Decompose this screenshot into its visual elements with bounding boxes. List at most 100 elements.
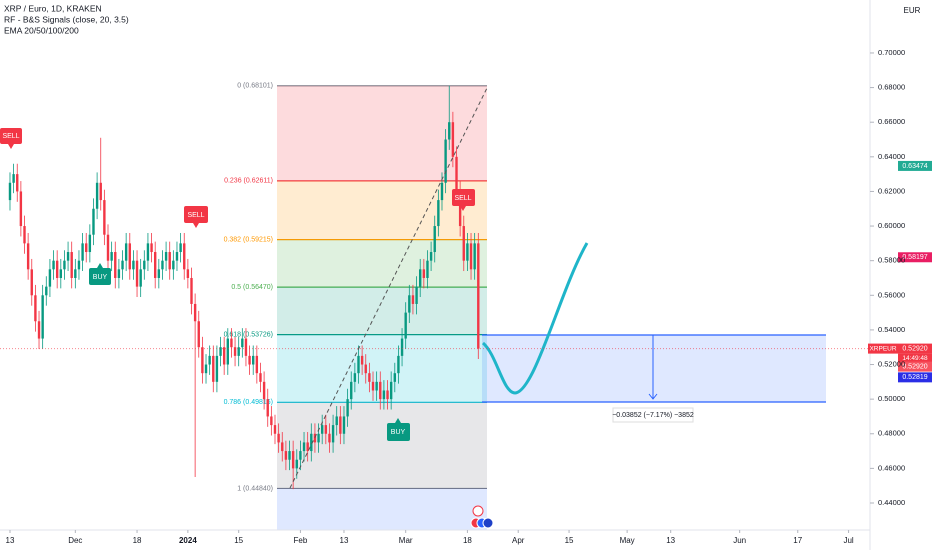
candle-body: [59, 269, 63, 278]
candle-body: [259, 373, 262, 382]
candle-body: [244, 338, 248, 356]
y-tick-label: 0.46000: [878, 463, 905, 472]
price-tag: [898, 361, 932, 372]
candle-body: [277, 433, 280, 443]
candle-body: [139, 269, 142, 287]
candle-body: [233, 347, 237, 356]
candle-body: [215, 355, 219, 382]
x-tick-label: Jun: [733, 536, 746, 545]
signal-label: BUY: [93, 274, 108, 281]
x-tick-label: 18: [463, 536, 472, 545]
candle-body: [299, 451, 302, 460]
x-tick-label: 13: [340, 536, 349, 545]
x-tick-label: 15: [234, 536, 243, 545]
candle-body: [371, 381, 375, 391]
candle-body: [306, 442, 309, 452]
fib-label: 0.382 (0.59215): [224, 236, 273, 243]
measure-box: [482, 335, 826, 402]
projection-curve: [481, 242, 589, 395]
candle-body: [52, 260, 55, 270]
candle-body: [419, 269, 422, 287]
candle-body: [26, 243, 30, 270]
candle-body: [437, 200, 440, 227]
candle-body: [302, 442, 306, 452]
candle-body: [455, 156, 458, 192]
candles: [8, 85, 480, 490]
candle-body: [179, 243, 182, 253]
candle-body: [451, 122, 455, 157]
price-tag-label: 0.63474: [902, 163, 927, 170]
fib-label: 1 (0.44840): [237, 485, 273, 492]
x-tick-label: 18: [133, 536, 142, 545]
y-tick-label: 0.50000: [878, 394, 905, 403]
candle-body: [389, 381, 393, 400]
candle-body: [469, 243, 473, 270]
x-tick-label: 15: [565, 536, 574, 545]
candle-body: [66, 252, 70, 261]
candle-body: [346, 399, 349, 417]
y-tick-label: 0.44000: [878, 498, 905, 507]
candle-body: [132, 260, 135, 270]
candle-body: [364, 364, 367, 374]
x-tick-label: 13: [666, 536, 675, 545]
candle-body: [183, 243, 186, 270]
candle-body: [310, 433, 313, 452]
candle-body: [411, 295, 415, 304]
candle-body: [121, 260, 124, 270]
fib-band: [277, 180, 487, 240]
candle-body: [30, 269, 33, 296]
countdown-tag: [898, 353, 932, 363]
fib-label: 0.786 (0.49816): [224, 399, 273, 406]
x-tick-label: 17: [793, 536, 802, 545]
candle-body: [397, 355, 400, 374]
y-tick-label: 0.70000: [878, 48, 905, 57]
signal-buy: BUY: [387, 418, 410, 441]
candle-body: [368, 373, 371, 382]
candle-body: [241, 338, 244, 348]
candle-body: [350, 381, 353, 400]
candle-body: [48, 269, 52, 287]
candle-body: [248, 355, 251, 365]
candle-body: [328, 433, 331, 443]
candle-body: [404, 312, 407, 339]
candle-body: [288, 451, 291, 460]
candle-body: [219, 347, 222, 356]
indicator-label: EMA 20/50/100/200: [4, 25, 79, 35]
candle-body: [16, 174, 19, 192]
y-tick-label: 0.56000: [878, 290, 905, 299]
measure-arrowhead: [648, 393, 658, 400]
signal-sell: SELL: [0, 128, 22, 149]
y-tick-label: 0.52000: [878, 360, 905, 369]
candle-body: [444, 139, 447, 183]
candle-body: [190, 277, 193, 304]
price-tag-label: 0.52819: [902, 374, 927, 381]
candle-body: [270, 416, 273, 426]
candle-body: [458, 191, 462, 227]
candle-body: [222, 347, 226, 365]
candle-body: [172, 260, 175, 270]
candle-body: [197, 321, 200, 348]
currency-label: EUR: [904, 6, 921, 15]
candle-body: [157, 269, 161, 278]
indicator-label: RF - B&S Signals (close, 20, 3.5): [4, 14, 129, 24]
candle-body: [382, 390, 386, 400]
symbol-tag-label: XRPEUR: [869, 345, 896, 352]
fib-label: 0.236 (0.62611): [224, 178, 273, 185]
candle-body: [103, 200, 106, 235]
symbol-tag: [868, 343, 898, 354]
price-tag: [898, 252, 932, 263]
candle-body: [41, 295, 44, 339]
candle-body: [204, 364, 208, 374]
candle-body: [448, 122, 451, 140]
candle-body: [70, 252, 73, 278]
candle-body: [422, 269, 426, 278]
x-tick-label: May: [620, 536, 635, 545]
candle-body: [186, 269, 190, 278]
candle-body: [473, 243, 476, 270]
event-icon: [472, 505, 484, 517]
x-tick-label: Mar: [399, 536, 413, 545]
fib-extension: [277, 488, 487, 530]
